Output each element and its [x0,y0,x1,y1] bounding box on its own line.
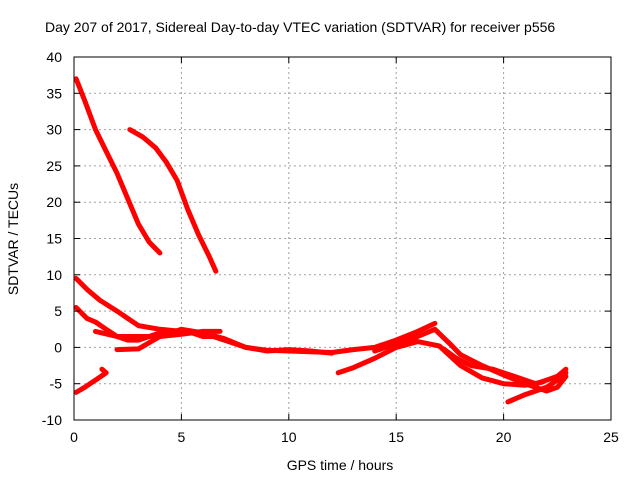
series-arc-1 [73,76,163,256]
series-arc-6 [114,326,335,356]
y-tick-label: 40 [46,49,62,65]
x-tick-label: 10 [281,429,297,445]
y-tick-label: -5 [50,376,63,392]
series-arc-2 [127,127,219,274]
y-tick-label: 10 [46,267,62,283]
y-tick-label: 30 [46,122,62,138]
x-axis-label: GPS time / hours [287,457,394,473]
data-series [73,76,569,405]
y-tick-label: 15 [46,231,62,247]
x-tick-label: 0 [70,429,78,445]
y-tick-label: 25 [46,158,62,174]
y-tick-label: 0 [54,339,62,355]
y-tick-label: 20 [46,194,62,210]
series-arc-9 [372,326,569,394]
series-arc-11 [505,370,569,405]
y-tick-label: 35 [46,85,62,101]
y-tick-label: -10 [42,412,62,428]
series-arc-7 [73,366,109,395]
series-arc-8 [335,339,545,388]
x-tick-label: 25 [603,429,619,445]
x-tick-label: 20 [496,429,512,445]
x-tick-label: 5 [178,429,186,445]
y-axis-label: SDTVAR / TECUs [5,183,21,295]
chart-title: Day 207 of 2017, Sidereal Day-to-day VTE… [45,19,555,35]
y-tick-label: 5 [54,303,62,319]
x-tick-label: 15 [388,429,404,445]
grid-lines [74,57,611,420]
axis-ticks: 0 5 10 15 20 25 -10 -5 0 5 10 15 20 25 30 35 40 [42,49,619,445]
series-arc-10 [441,346,569,387]
